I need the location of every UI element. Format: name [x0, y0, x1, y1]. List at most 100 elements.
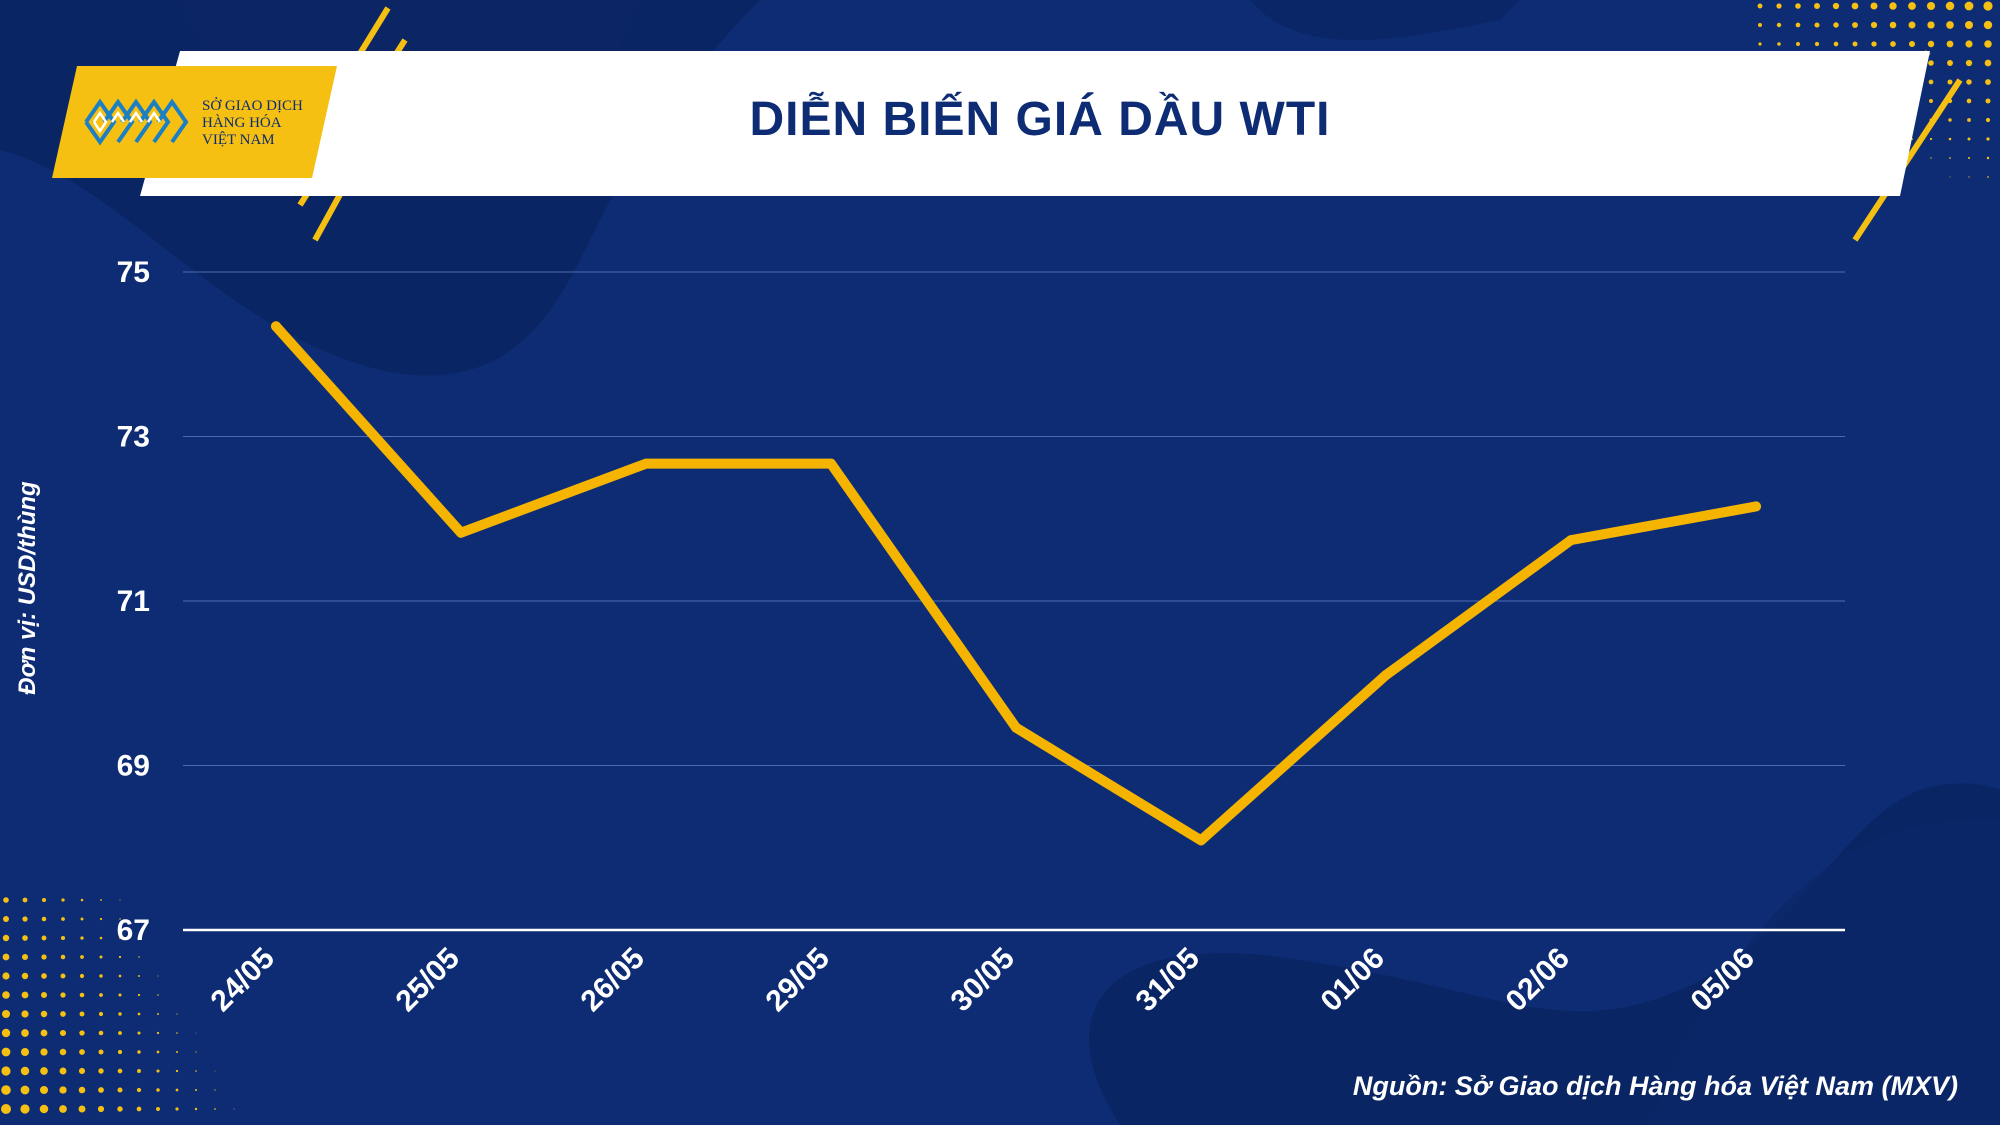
- decorative-dot: [214, 1108, 216, 1110]
- x-tick-label: 30/05: [945, 942, 1021, 1018]
- data-point: [1566, 535, 1576, 546]
- decorative-dot: [1851, 2, 1859, 10]
- decorative-dot: [117, 1087, 123, 1093]
- decorative-dot: [1984, 59, 1992, 67]
- x-tick-label: 29/05: [760, 942, 836, 1018]
- decorative-dot: [79, 992, 85, 998]
- decorative-dot: [60, 954, 66, 960]
- decorative-dot: [99, 917, 103, 921]
- decorative-dot: [117, 1106, 123, 1112]
- decorative-dot: [1985, 98, 1991, 104]
- decorative-dot: [1908, 40, 1916, 48]
- decorative-dot: [40, 1029, 48, 1037]
- decorative-dot: [1871, 41, 1877, 47]
- decorative-dot: [2, 934, 10, 942]
- decorative-dot: [98, 1068, 104, 1074]
- decorative-dot: [214, 1089, 216, 1091]
- decorative-dot: [1, 1104, 11, 1114]
- data-point: [456, 527, 466, 538]
- decorative-dot: [41, 973, 47, 979]
- data-point: [1381, 670, 1391, 681]
- decorative-dot: [214, 1070, 216, 1072]
- decorative-dot: [1965, 40, 1973, 48]
- decorative-dot: [78, 1105, 86, 1113]
- decorative-dot: [59, 1067, 67, 1075]
- data-point: [826, 458, 836, 469]
- decorative-dot: [80, 898, 84, 902]
- decorative-dot: [1795, 3, 1801, 9]
- decorative-dot: [1929, 99, 1933, 103]
- mxv-logo-icon: [84, 98, 189, 146]
- decorative-dot: [21, 1029, 29, 1037]
- decorative-dot: [100, 899, 102, 901]
- decorative-dot: [1870, 2, 1878, 10]
- decorative-dot: [59, 1105, 67, 1113]
- logo-text-line: VIỆT NAM: [202, 132, 275, 148]
- decorative-dot: [175, 1069, 179, 1073]
- decorative-dot: [1889, 21, 1897, 29]
- logo-text-line: HÀNG HÓA: [202, 115, 282, 131]
- decorative-dot: [118, 1031, 122, 1035]
- data-point: [1751, 501, 1761, 512]
- y-axis-unit-label: Đơn vị: USD/thùng: [14, 481, 41, 695]
- data-point: [641, 458, 651, 469]
- decorative-dot: [1814, 41, 1820, 47]
- decorative-dot: [39, 1104, 49, 1114]
- logo-background: [52, 66, 337, 178]
- decorative-dot: [233, 1108, 235, 1110]
- decorative-dot: [21, 953, 29, 961]
- decorative-dot: [97, 1105, 105, 1113]
- decorative-dot: [1, 1028, 11, 1038]
- decorative-dot: [1814, 22, 1820, 28]
- decorative-dot: [20, 1104, 30, 1114]
- decorative-dot: [117, 1049, 123, 1055]
- decorative-dot: [195, 1070, 197, 1072]
- decorative-dot: [1776, 3, 1782, 9]
- decorative-dot: [156, 1069, 160, 1073]
- logo-text: SỞ GIAO DỊCH HÀNG HÓA VIỆT NAM: [202, 98, 303, 149]
- decorative-dot: [22, 916, 28, 922]
- decorative-dot: [1967, 118, 1971, 122]
- decorative-dot: [1796, 42, 1800, 46]
- decorative-dot: [1965, 21, 1973, 29]
- decorative-dot: [1926, 1, 1936, 11]
- y-tick-label: 67: [117, 914, 150, 947]
- decorative-dot: [78, 1067, 86, 1075]
- decorative-dot: [99, 974, 103, 978]
- decorative-dot: [41, 916, 47, 922]
- decorative-dot: [136, 1087, 142, 1093]
- decorative-dot: [21, 972, 29, 980]
- decorative-dot: [175, 1107, 179, 1111]
- decorative-dot: [1985, 117, 1991, 123]
- decorative-dot: [1757, 3, 1763, 9]
- decorative-dot: [1948, 137, 1952, 141]
- data-point: [1011, 722, 1021, 733]
- x-tick-label: 26/05: [575, 942, 651, 1018]
- decorative-dot: [80, 955, 84, 959]
- decorative-dot: [61, 917, 65, 921]
- decorative-dot: [1776, 22, 1782, 28]
- decorative-dot: [1833, 41, 1839, 47]
- decorative-dot: [20, 1066, 30, 1076]
- decorative-dot: [176, 1051, 178, 1053]
- decorative-dot: [1833, 22, 1839, 28]
- decorative-dot: [176, 1032, 178, 1034]
- decorative-dot: [59, 1048, 67, 1056]
- decorative-dot: [1852, 41, 1858, 47]
- decorative-dot: [80, 936, 84, 940]
- decorative-dot: [138, 956, 140, 958]
- decorative-dot: [20, 1085, 30, 1095]
- decorative-dot: [60, 992, 66, 998]
- decorative-dot: [1966, 79, 1972, 85]
- decorative-dot: [1795, 22, 1801, 28]
- decorative-dot: [138, 937, 140, 939]
- decorative-dot: [156, 1031, 160, 1035]
- decorative-dot: [2, 1010, 10, 1018]
- x-tick-label: 24/05: [205, 942, 281, 1018]
- decorative-dot: [1964, 1, 1974, 11]
- decorative-dot: [1986, 156, 1990, 160]
- decorative-dot: [1946, 21, 1954, 29]
- decorative-dot: [20, 1047, 30, 1057]
- decorative-dot: [1757, 22, 1763, 28]
